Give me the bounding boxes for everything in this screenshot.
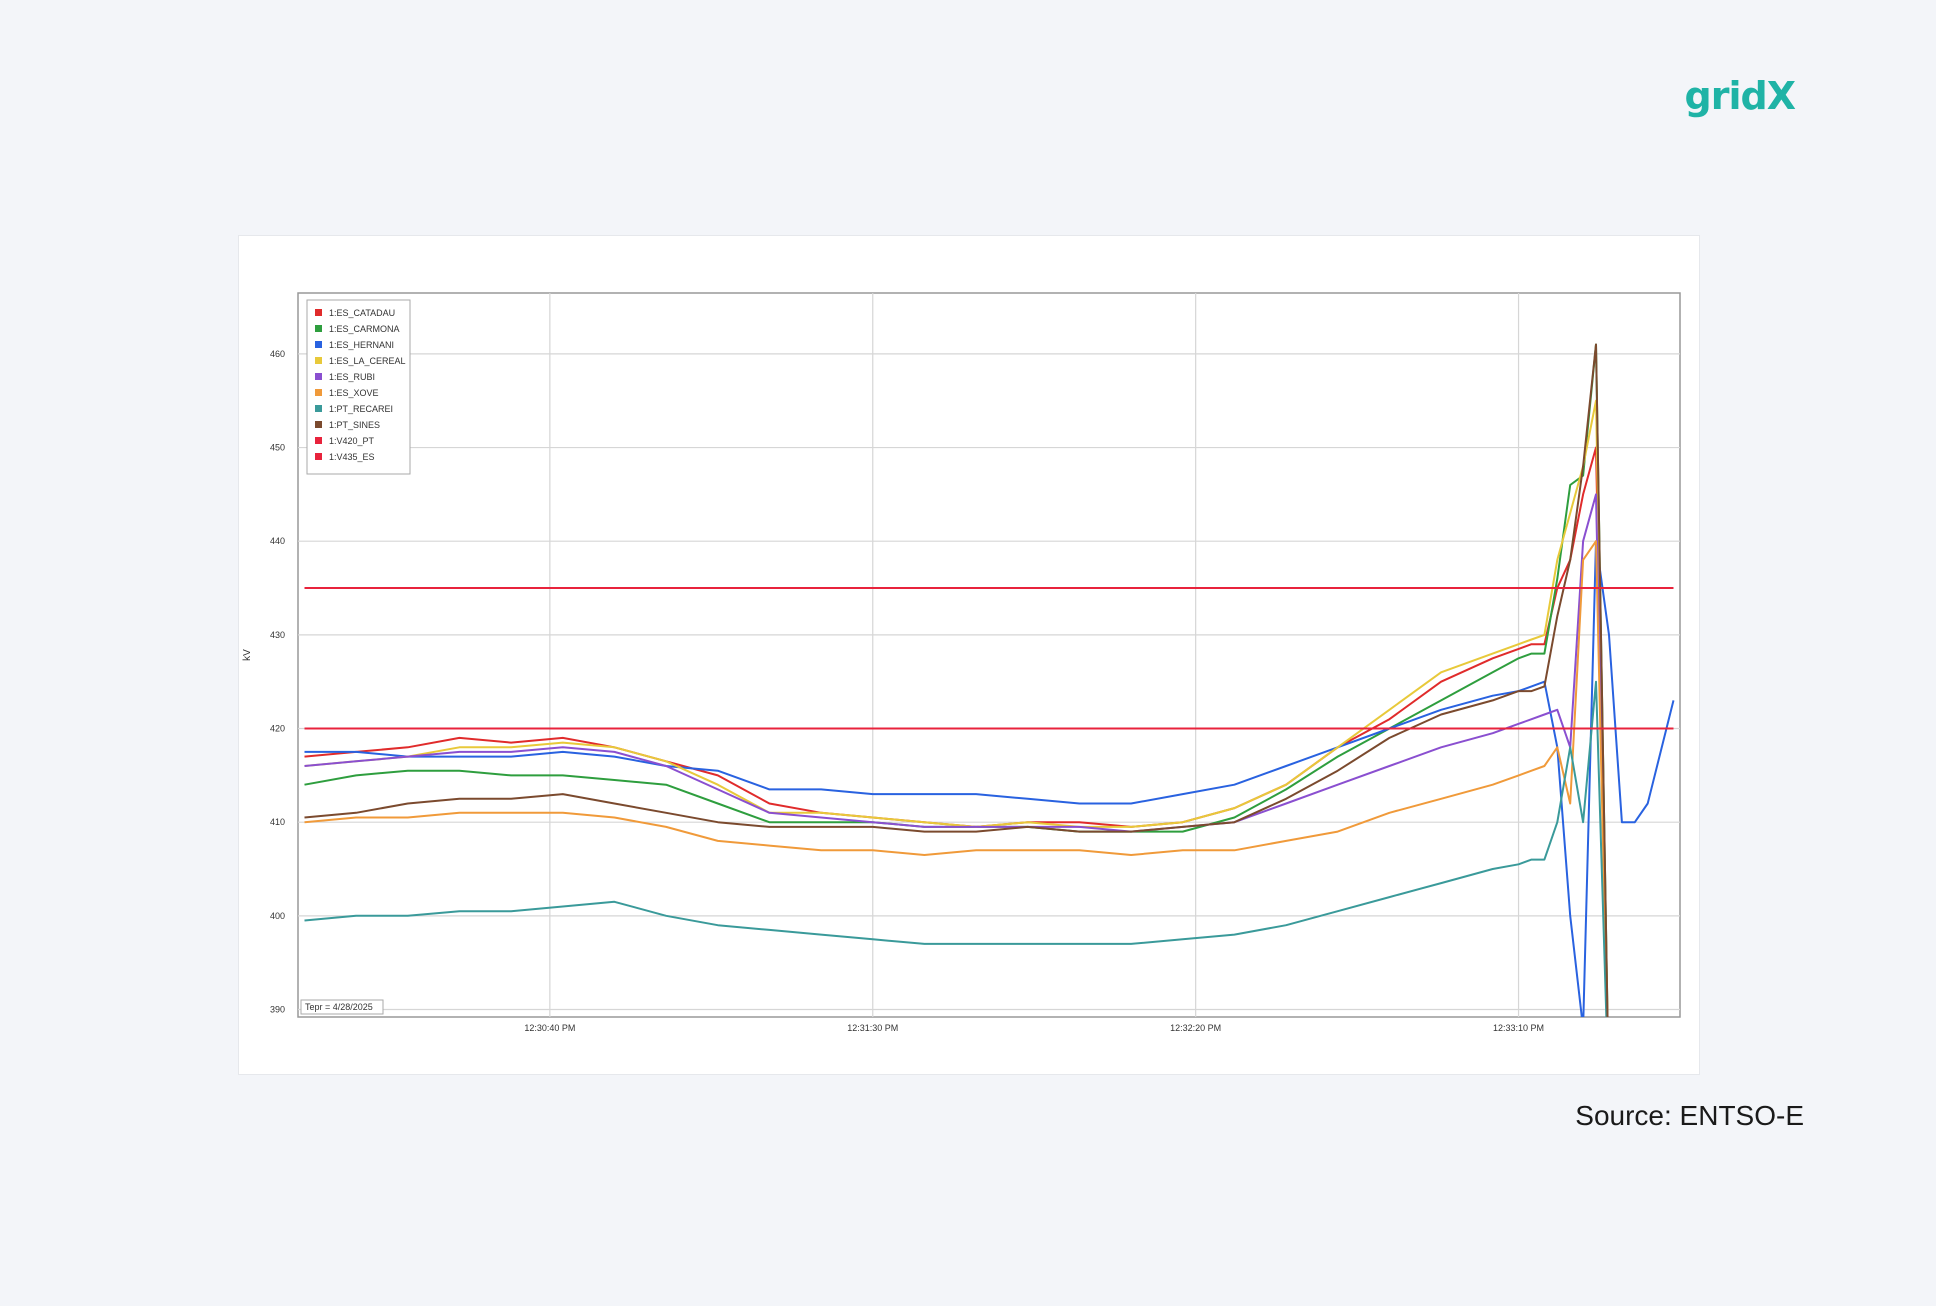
- y-tick-label: 460: [270, 349, 285, 359]
- legend-label: 1:ES_RUBI: [329, 372, 375, 382]
- y-tick-label: 440: [270, 536, 285, 546]
- series-line: [304, 343, 1609, 1017]
- series-line: [304, 680, 1608, 1017]
- plot-area: [297, 292, 1681, 1018]
- legend-label: 1:V435_ES: [329, 452, 375, 462]
- legend-swatch: [315, 373, 322, 380]
- series-line: [304, 493, 1609, 1017]
- y-tick-label: 450: [270, 443, 285, 453]
- x-tick-label: 12:33:10 PM: [1493, 1023, 1544, 1033]
- legend-label: 1:PT_RECAREI: [329, 404, 393, 414]
- y-tick-label: 420: [270, 724, 285, 734]
- series-line: [304, 446, 1609, 1017]
- legend-swatch: [315, 453, 322, 460]
- y-tick-label: 410: [270, 817, 285, 827]
- source: Source: ENTSO-E: [1575, 1100, 1804, 1131]
- legend-label: 1:V420_PT: [329, 436, 375, 446]
- legend-label: 1:ES_HERNANI: [329, 340, 394, 350]
- series-line: [304, 399, 1609, 1017]
- legend-swatch: [315, 389, 322, 396]
- y-axis-label: kV: [242, 649, 253, 661]
- series-line: [304, 540, 1675, 1017]
- logo: gridX: [1684, 74, 1796, 118]
- legend-swatch: [315, 357, 322, 364]
- legend-label: 1:ES_CARMONA: [329, 324, 400, 334]
- legend-swatch: [315, 437, 322, 444]
- legend-swatch: [315, 309, 322, 316]
- legend-swatch: [315, 341, 322, 348]
- x-tick-label: 12:32:20 PM: [1170, 1023, 1221, 1033]
- x-tick-label: 12:31:30 PM: [847, 1023, 898, 1033]
- annotation: Tepr = 4/28/2025: [305, 1002, 373, 1012]
- legend-label: 1:ES_LA_CEREAL: [329, 356, 406, 366]
- legend-box: [306, 299, 411, 475]
- annotation-box: [300, 999, 384, 1015]
- legend-label: 1:ES_CATADAU: [329, 308, 395, 318]
- legend-swatch: [315, 325, 322, 332]
- x-tick-label: 12:30:40 PM: [524, 1023, 575, 1033]
- series-line: [304, 540, 1609, 1017]
- y-tick-label: 400: [270, 911, 285, 921]
- y-tick-label: 390: [270, 1005, 285, 1015]
- legend-swatch: [315, 421, 322, 428]
- series-group: [304, 343, 1675, 1017]
- legend-swatch: [315, 405, 322, 412]
- legend-label: 1:PT_SINES: [329, 420, 380, 430]
- legend-label: 1:ES_XOVE: [329, 388, 379, 398]
- y-tick-label: 430: [270, 630, 285, 640]
